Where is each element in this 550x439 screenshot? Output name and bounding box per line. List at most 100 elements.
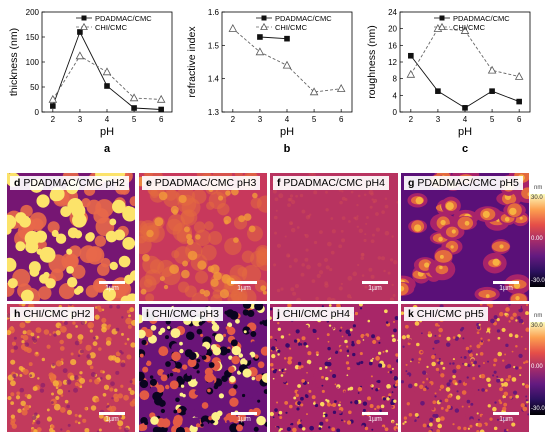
afm-grain <box>321 389 325 393</box>
afm-grain <box>36 420 41 425</box>
afm-panel-letter: h <box>14 308 21 320</box>
afm-grain <box>350 190 354 194</box>
afm-grain <box>50 401 54 405</box>
afm-grain <box>505 330 511 335</box>
afm-grain <box>464 362 468 367</box>
afm-texture <box>401 173 529 301</box>
afm-grain <box>176 408 182 414</box>
afm-grain <box>447 424 453 429</box>
afm-grain <box>196 328 203 335</box>
afm-grain <box>45 278 56 289</box>
afm-grain <box>166 218 183 235</box>
afm-grain <box>139 329 146 339</box>
data-point-square <box>257 34 263 40</box>
colorbar-unit: nm <box>534 313 543 319</box>
afm-grain <box>288 264 292 268</box>
afm-grain <box>304 394 308 398</box>
afm-grain <box>285 253 291 258</box>
afm-grain <box>304 234 309 238</box>
afm-grain <box>146 224 165 243</box>
afm-grain <box>213 271 222 281</box>
data-point-triangle <box>336 84 346 92</box>
afm-grain <box>218 346 229 356</box>
afm-grain <box>508 304 511 306</box>
afm-grain <box>411 358 414 361</box>
afm-grain <box>79 377 86 384</box>
afm-grain <box>464 380 468 384</box>
afm-grain <box>436 359 440 362</box>
afm-grain <box>218 195 224 201</box>
afm-grain <box>109 218 117 226</box>
afm-grain <box>127 324 132 329</box>
afm-grain <box>368 267 373 272</box>
afm-grain <box>117 420 124 427</box>
afm-grain <box>182 260 189 267</box>
afm-grain <box>370 375 373 378</box>
afm-grain <box>334 394 340 400</box>
afm-grain <box>401 331 403 334</box>
afm-grain <box>342 332 346 336</box>
afm-grain <box>270 411 274 417</box>
afm-grain <box>330 297 336 301</box>
afm-grain <box>321 384 324 387</box>
afm-grain <box>248 329 252 333</box>
afm-grain <box>46 416 53 422</box>
afm-grain <box>306 359 312 365</box>
afm-grain <box>480 337 483 340</box>
afm-grain <box>11 341 17 346</box>
panel-letter: a <box>104 143 111 155</box>
afm-grain <box>74 413 78 417</box>
afm-grain <box>29 374 33 378</box>
afm-grain <box>525 327 529 332</box>
afm-grain <box>337 331 341 335</box>
series-line <box>410 28 520 78</box>
afm-grain <box>418 361 420 364</box>
afm-grain <box>343 323 347 327</box>
afm-grain <box>341 190 344 193</box>
afm-grain <box>511 422 516 427</box>
data-point-square <box>284 35 290 42</box>
afm-grain <box>211 323 220 332</box>
afm-grain <box>445 342 451 347</box>
scale-bar: 1µm <box>493 281 519 293</box>
afm-grain <box>198 321 203 326</box>
afm-grain <box>7 214 17 230</box>
afm-grain <box>142 254 150 262</box>
afm-grain <box>110 381 115 387</box>
afm-grain <box>120 384 124 388</box>
afm-grain <box>330 217 334 220</box>
afm-grain <box>375 349 379 353</box>
afm-grain <box>330 348 336 354</box>
afm-grain <box>456 419 459 423</box>
afm-grain <box>15 241 26 252</box>
afm-panel-letter: k <box>408 308 414 320</box>
afm-grain <box>387 371 390 374</box>
x-tick-label: 6 <box>517 115 522 124</box>
afm-grain <box>93 208 109 224</box>
afm-grain <box>361 252 365 257</box>
afm-grain <box>10 380 16 387</box>
afm-grain <box>325 398 328 402</box>
afm-grain <box>250 331 257 337</box>
afm-grain <box>465 413 469 418</box>
afm-grain <box>447 326 451 331</box>
afm-grain <box>445 202 454 211</box>
y-tick-label: 16 <box>388 41 397 50</box>
afm-grain <box>301 336 306 341</box>
afm-grain <box>420 400 425 406</box>
afm-grain <box>430 327 435 332</box>
afm-grain <box>362 339 365 341</box>
afm-grain <box>114 357 121 363</box>
afm-grain <box>256 415 266 426</box>
afm-grain <box>180 384 185 388</box>
afm-grain <box>355 372 359 376</box>
afm-grain <box>123 394 129 401</box>
colorbar-tick-min: -30.0 <box>531 278 545 284</box>
series-line <box>410 55 520 109</box>
afm-grain <box>169 264 179 275</box>
afm-grain <box>38 198 48 208</box>
afm-grain <box>504 312 508 316</box>
afm-grain <box>397 339 398 342</box>
afm-grain <box>223 333 227 337</box>
afm-grain <box>184 349 193 358</box>
